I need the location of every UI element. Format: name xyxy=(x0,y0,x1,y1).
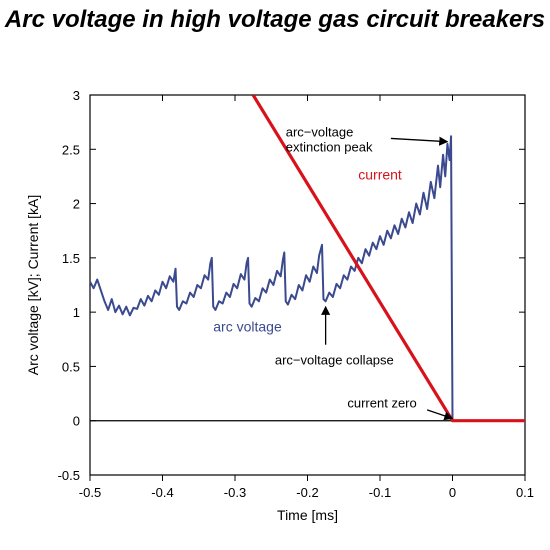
annotation-text-collapse: arc−voltage collapse xyxy=(275,352,394,367)
x-tick-label: -0.4 xyxy=(151,485,173,500)
x-tick-label: -0.2 xyxy=(296,485,318,500)
annotation-text-current-zero: current zero xyxy=(347,396,416,411)
y-tick-label: 3 xyxy=(73,88,80,103)
y-tick-label: -0.5 xyxy=(58,468,80,483)
arc-voltage-chart: -0.5 -0.4 -0.3 -0.2 -0.1 0 0.1 -0.5 0 0.5 1 1.5 2 2.5… xyxy=(20,80,540,540)
annotation-arrow-extinction-peak xyxy=(391,138,448,141)
y-tick-label: 0.5 xyxy=(62,359,80,374)
annotation-text-current-label: current xyxy=(358,167,402,183)
x-tick-label: -0.3 xyxy=(224,485,246,500)
y-tick-label: 2.5 xyxy=(62,142,80,157)
x-axis-label: Time [ms] xyxy=(277,507,338,523)
annotation-text-arc-voltage-label: arc voltage xyxy=(213,319,282,335)
annotation-text-extinction-peak: extinction peak xyxy=(286,139,373,154)
x-tick-label: 0.1 xyxy=(516,485,534,500)
x-tick-label: -0.1 xyxy=(369,485,391,500)
y-tick-label: 1.5 xyxy=(62,251,80,266)
x-tick-label: -0.5 xyxy=(79,485,101,500)
y-axis-label: Arc voltage [kV]; Current [kA] xyxy=(25,195,41,376)
y-tick-label: 0 xyxy=(73,414,80,429)
y-tick-label: 2 xyxy=(73,197,80,212)
y-tick-label: 1 xyxy=(73,305,80,320)
page-title: Arc voltage in high voltage gas circuit … xyxy=(0,6,550,34)
x-tick-label: 0 xyxy=(449,485,456,500)
annotation-text-extinction-peak: arc−voltage xyxy=(286,124,354,139)
